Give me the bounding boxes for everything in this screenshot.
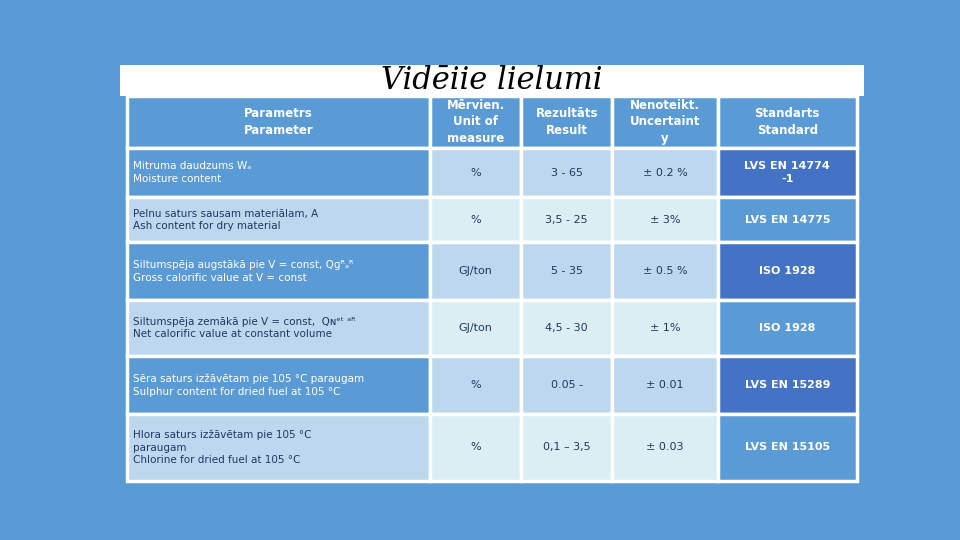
Text: Mitruma daudzums Wₐ
Moisture content: Mitruma daudzums Wₐ Moisture content <box>133 161 252 184</box>
Text: ± 0.2 %: ± 0.2 % <box>643 167 687 178</box>
Text: %: % <box>470 442 481 453</box>
Text: GJ/ton: GJ/ton <box>459 266 492 276</box>
FancyBboxPatch shape <box>612 414 718 481</box>
FancyBboxPatch shape <box>128 356 430 414</box>
Text: LVS EN 15289: LVS EN 15289 <box>745 380 830 390</box>
Text: ISO 1928: ISO 1928 <box>759 266 815 276</box>
FancyBboxPatch shape <box>128 242 430 300</box>
Text: %: % <box>470 215 481 225</box>
FancyBboxPatch shape <box>430 148 521 197</box>
FancyBboxPatch shape <box>430 356 521 414</box>
Text: 5 - 35: 5 - 35 <box>551 266 583 276</box>
FancyBboxPatch shape <box>718 197 856 242</box>
FancyBboxPatch shape <box>128 148 430 197</box>
Text: Siltumspēja augstākā pie V = const, Qɡᴿₐᴿ
Gross calorific value at V = const: Siltumspēja augstākā pie V = const, Qɡᴿₐ… <box>133 260 354 282</box>
FancyBboxPatch shape <box>521 300 612 356</box>
FancyBboxPatch shape <box>430 96 521 148</box>
FancyBboxPatch shape <box>718 96 856 148</box>
Text: %: % <box>470 167 481 178</box>
Text: 3,5 - 25: 3,5 - 25 <box>545 215 588 225</box>
FancyBboxPatch shape <box>521 242 612 300</box>
Text: ± 0.5 %: ± 0.5 % <box>643 266 687 276</box>
FancyBboxPatch shape <box>128 300 430 356</box>
Text: ± 3%: ± 3% <box>650 215 681 225</box>
FancyBboxPatch shape <box>430 414 521 481</box>
Text: Mērvien.
Unit of
measure: Mērvien. Unit of measure <box>446 99 505 145</box>
FancyBboxPatch shape <box>430 197 521 242</box>
FancyBboxPatch shape <box>430 242 521 300</box>
FancyBboxPatch shape <box>718 242 856 300</box>
FancyBboxPatch shape <box>521 356 612 414</box>
Text: 3 - 65: 3 - 65 <box>551 167 583 178</box>
Text: GJ/ton: GJ/ton <box>459 323 492 333</box>
Text: Sēra saturs izžāvētam pie 105 °C paraugam
Sulphur content for dried fuel at 105 : Sēra saturs izžāvētam pie 105 °C parauga… <box>133 374 365 396</box>
Text: Hlora saturs izžāvētam pie 105 °C
paraugam
Chlorine for dried fuel at 105 °C: Hlora saturs izžāvētam pie 105 °C paraug… <box>133 430 312 465</box>
FancyBboxPatch shape <box>128 96 430 148</box>
FancyBboxPatch shape <box>521 148 612 197</box>
Text: ISO 1928: ISO 1928 <box>759 323 815 333</box>
Text: Siltumspēja zemākā pie V = const,  Qɴᵉᵗ ᵃᴿ
Net calorific value at constant volum: Siltumspēja zemākā pie V = const, Qɴᵉᵗ ᵃ… <box>133 317 356 340</box>
FancyBboxPatch shape <box>612 148 718 197</box>
FancyBboxPatch shape <box>521 197 612 242</box>
FancyBboxPatch shape <box>612 197 718 242</box>
Text: LVS EN 14774
-1: LVS EN 14774 -1 <box>744 161 830 184</box>
FancyBboxPatch shape <box>128 414 430 481</box>
Text: 0,1 – 3,5: 0,1 – 3,5 <box>543 442 590 453</box>
FancyBboxPatch shape <box>612 300 718 356</box>
Text: Nenoteikt.
Uncertaint
y: Nenoteikt. Uncertaint y <box>630 99 701 145</box>
FancyBboxPatch shape <box>521 96 612 148</box>
Text: ± 0.03: ± 0.03 <box>646 442 684 453</box>
Text: LVS EN 15105: LVS EN 15105 <box>745 442 829 453</box>
Text: LVS EN 14775: LVS EN 14775 <box>745 215 830 225</box>
Text: Pelnu saturs sausam materiālam, A
Ash content for dry material: Pelnu saturs sausam materiālam, A Ash co… <box>133 208 319 231</box>
FancyBboxPatch shape <box>128 197 430 242</box>
Text: Standarts
Standard: Standarts Standard <box>755 107 820 137</box>
FancyBboxPatch shape <box>120 65 864 96</box>
Text: 0.05 -: 0.05 - <box>551 380 583 390</box>
FancyBboxPatch shape <box>718 356 856 414</box>
Text: Rezultāts
Result: Rezultāts Result <box>536 107 598 137</box>
Text: ± 0.01: ± 0.01 <box>646 380 684 390</box>
Text: %: % <box>470 380 481 390</box>
FancyBboxPatch shape <box>430 300 521 356</box>
FancyBboxPatch shape <box>612 242 718 300</box>
FancyBboxPatch shape <box>612 356 718 414</box>
FancyBboxPatch shape <box>612 96 718 148</box>
Text: Vidēiie lielumi: Vidēiie lielumi <box>381 65 603 96</box>
FancyBboxPatch shape <box>718 148 856 197</box>
Text: 4,5 - 30: 4,5 - 30 <box>545 323 588 333</box>
Text: Parametrs
Parameter: Parametrs Parameter <box>244 107 314 137</box>
FancyBboxPatch shape <box>718 300 856 356</box>
Text: ± 1%: ± 1% <box>650 323 681 333</box>
FancyBboxPatch shape <box>521 414 612 481</box>
FancyBboxPatch shape <box>718 414 856 481</box>
